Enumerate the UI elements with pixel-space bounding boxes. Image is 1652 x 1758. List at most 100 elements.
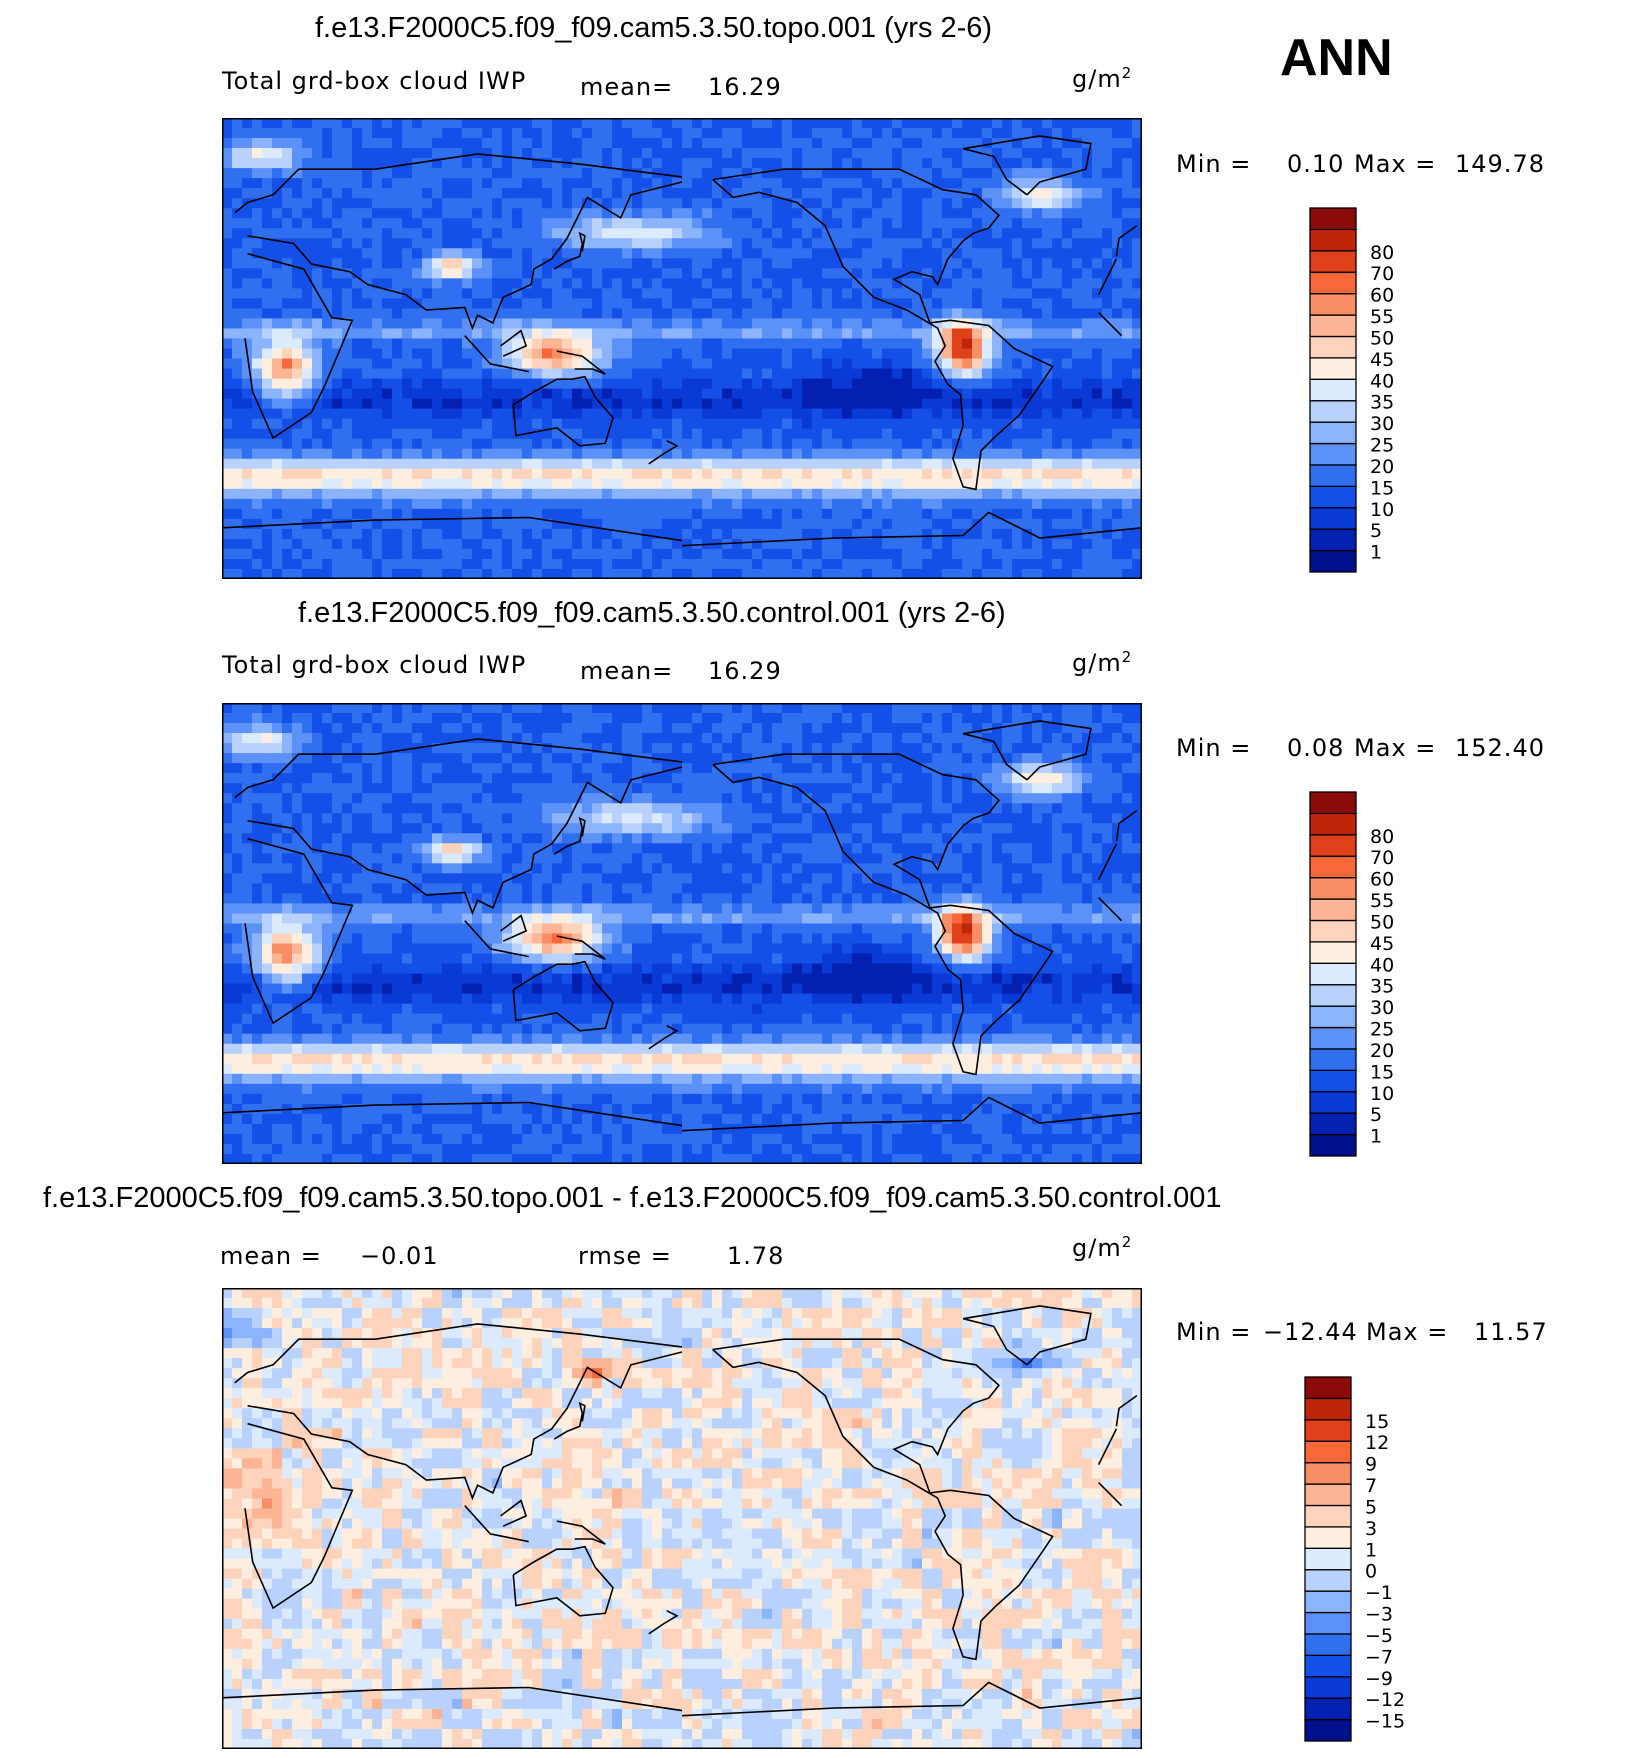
field-cell	[352, 378, 363, 390]
field-cell	[642, 318, 653, 330]
field-cell	[552, 538, 563, 550]
field-cell	[742, 558, 753, 570]
field-cell	[1022, 458, 1033, 470]
field-cell	[602, 298, 613, 310]
field-cell	[462, 128, 473, 139]
field-cell	[1132, 148, 1142, 159]
field-cell	[512, 308, 523, 320]
field-cell	[342, 388, 353, 400]
field-cell	[1032, 528, 1043, 540]
field-cell	[302, 478, 313, 490]
field-cell	[552, 388, 563, 400]
field-cell	[802, 128, 813, 139]
field-cell	[292, 148, 303, 159]
field-cell	[1122, 298, 1133, 310]
field-cell	[382, 703, 393, 714]
field-cell	[802, 558, 813, 570]
field-cell	[1102, 498, 1113, 510]
field-cell	[912, 258, 923, 269]
field-cell	[662, 328, 673, 340]
field-cell	[312, 478, 323, 490]
field-cell	[702, 518, 713, 530]
field-cell	[892, 528, 903, 540]
field-cell	[812, 438, 823, 450]
field-cell	[572, 398, 583, 410]
field-cell	[222, 398, 233, 410]
colorbar-box	[1309, 464, 1357, 488]
field-cell	[262, 268, 273, 279]
field-cell	[712, 438, 723, 450]
field-cell	[1032, 258, 1043, 269]
field-cell	[582, 168, 593, 179]
field-cell	[322, 388, 333, 400]
field-cell	[852, 358, 863, 370]
field-cell	[592, 268, 603, 279]
field-cell	[852, 258, 863, 269]
field-cell	[942, 458, 953, 470]
field-cell	[422, 358, 433, 370]
field-cell	[452, 268, 463, 279]
field-cell	[1102, 723, 1113, 734]
field-cell	[612, 198, 623, 209]
field-cell	[572, 198, 583, 209]
field-cell	[442, 368, 453, 380]
field-cell	[452, 128, 463, 139]
field-cell	[592, 378, 603, 390]
field-cell	[522, 713, 533, 724]
field-cell	[282, 508, 293, 520]
field-cell	[592, 148, 603, 159]
field-cell	[482, 568, 493, 579]
field-cell	[862, 448, 873, 460]
field-cell	[932, 558, 943, 570]
field-cell	[662, 723, 673, 734]
field-cell	[812, 518, 823, 530]
field-cell	[352, 518, 363, 530]
field-cell	[442, 703, 453, 714]
field-cell	[272, 713, 283, 724]
field-cell	[482, 238, 493, 249]
field-cell	[852, 228, 863, 239]
field-cell	[652, 488, 663, 500]
field-cell	[562, 548, 573, 560]
field-cell	[702, 438, 713, 450]
field-cell	[602, 478, 613, 490]
field-cell	[742, 548, 753, 560]
field-cell	[1102, 763, 1113, 774]
field-cell	[312, 528, 323, 540]
field-cell	[1072, 448, 1083, 460]
field-cell	[662, 168, 673, 179]
field-cell	[1022, 428, 1033, 440]
colorbar-box	[1309, 250, 1357, 273]
field-cell	[1102, 248, 1113, 259]
field-cell	[602, 388, 613, 400]
field-cell	[332, 158, 343, 169]
field-cell	[952, 268, 963, 279]
field-cell	[732, 488, 743, 500]
field-cell	[912, 198, 923, 209]
field-cell	[792, 148, 803, 159]
field-cell	[572, 508, 583, 520]
field-cell	[1002, 288, 1013, 299]
field-cell	[472, 318, 483, 330]
field-cell	[1122, 318, 1133, 330]
field-cell	[932, 148, 943, 159]
field-cell	[302, 218, 313, 229]
field-cell	[842, 418, 853, 430]
field-cell	[1012, 528, 1023, 540]
field-cell	[552, 568, 563, 579]
field-cell	[712, 168, 723, 179]
field-cell	[382, 428, 393, 440]
field-cell	[1052, 348, 1063, 360]
field-cell	[482, 338, 493, 350]
colorbar-tick-label: 55	[1370, 306, 1394, 328]
field-cell	[842, 508, 853, 520]
field-cell	[522, 208, 533, 219]
colorbar-box	[1309, 207, 1357, 231]
field-cell	[332, 378, 343, 390]
field-cell	[922, 208, 933, 219]
field-cell	[1072, 548, 1083, 560]
field-cell	[912, 458, 923, 470]
field-cell	[642, 238, 653, 249]
field-cell	[762, 378, 773, 390]
field-cell	[762, 458, 773, 470]
